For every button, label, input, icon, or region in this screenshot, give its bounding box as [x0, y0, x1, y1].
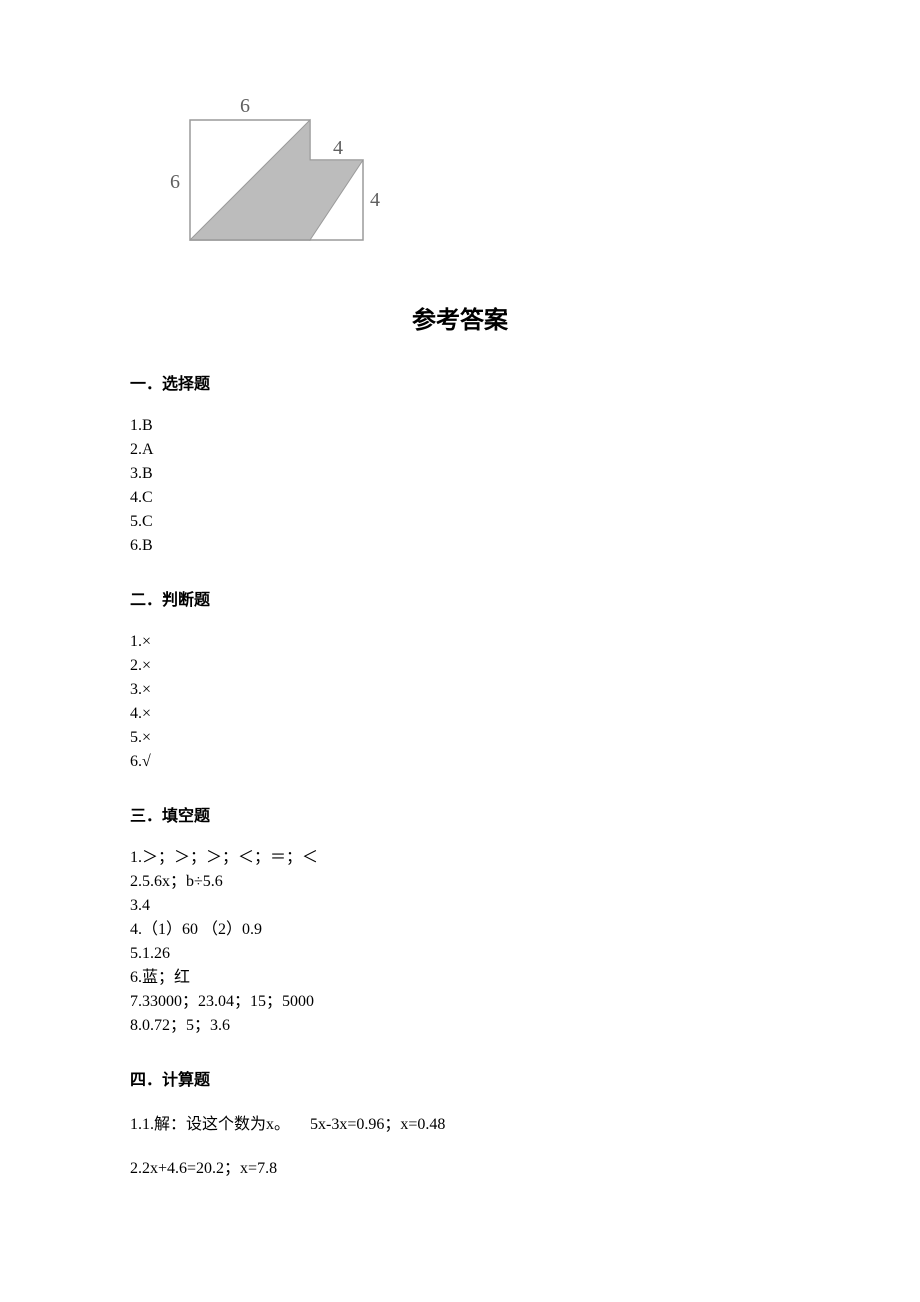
section3-item: 8.0.72；5；3.6 [130, 1014, 790, 1038]
section3-list: 1.＞；＞；＞；＜；＝；＜ 2.5.6x；b÷5.6 3.4 4.（1）60 （… [130, 846, 790, 1038]
section1-heading: 一．选择题 [130, 370, 790, 394]
section2-item: 5.× [130, 726, 790, 750]
geometry-figure: 6 6 4 4 [150, 90, 790, 265]
section3-item: 2.5.6x；b÷5.6 [130, 870, 790, 894]
section4-list: 1.1.解：设这个数为x。 5x-3x=0.96；x=0.48 2.2x+4.6… [130, 1110, 790, 1178]
label-top-4: 4 [333, 137, 343, 159]
section1-item: 6.B [130, 534, 790, 558]
label-right-4: 4 [370, 189, 380, 211]
section3-item: 7.33000；23.04；15；5000 [130, 990, 790, 1014]
section2-list: 1.× 2.× 3.× 4.× 5.× 6.√ [130, 630, 790, 774]
section3-item: 1.＞；＞；＞；＜；＝；＜ [130, 846, 790, 870]
section2-item: 2.× [130, 654, 790, 678]
section1-item: 2.A [130, 438, 790, 462]
section3-item: 5.1.26 [130, 942, 790, 966]
section4-item: 2.2x+4.6=20.2；x=7.8 [130, 1154, 790, 1178]
section1-item: 4.C [130, 486, 790, 510]
section1-list: 1.B 2.A 3.B 4.C 5.C 6.B [130, 414, 790, 558]
section2-item: 6.√ [130, 750, 790, 774]
section1-item: 3.B [130, 462, 790, 486]
main-title: 参考答案 [130, 300, 790, 335]
section1-item: 1.B [130, 414, 790, 438]
section3-item: 4.（1）60 （2）0.9 [130, 918, 790, 942]
label-left-6: 6 [170, 171, 180, 193]
section2-heading: 二．判断题 [130, 586, 790, 610]
section4-item: 1.1.解：设这个数为x。 5x-3x=0.96；x=0.48 [130, 1110, 790, 1134]
section3-heading: 三．填空题 [130, 802, 790, 826]
section4-heading: 四．计算题 [130, 1066, 790, 1090]
section1-item: 5.C [130, 510, 790, 534]
label-top-6: 6 [240, 95, 250, 117]
section2-item: 4.× [130, 702, 790, 726]
section2-item: 1.× [130, 630, 790, 654]
section3-item: 6.蓝；红 [130, 966, 790, 990]
figure-svg: 6 6 4 4 [150, 90, 380, 260]
section2-item: 3.× [130, 678, 790, 702]
section3-item: 3.4 [130, 894, 790, 918]
